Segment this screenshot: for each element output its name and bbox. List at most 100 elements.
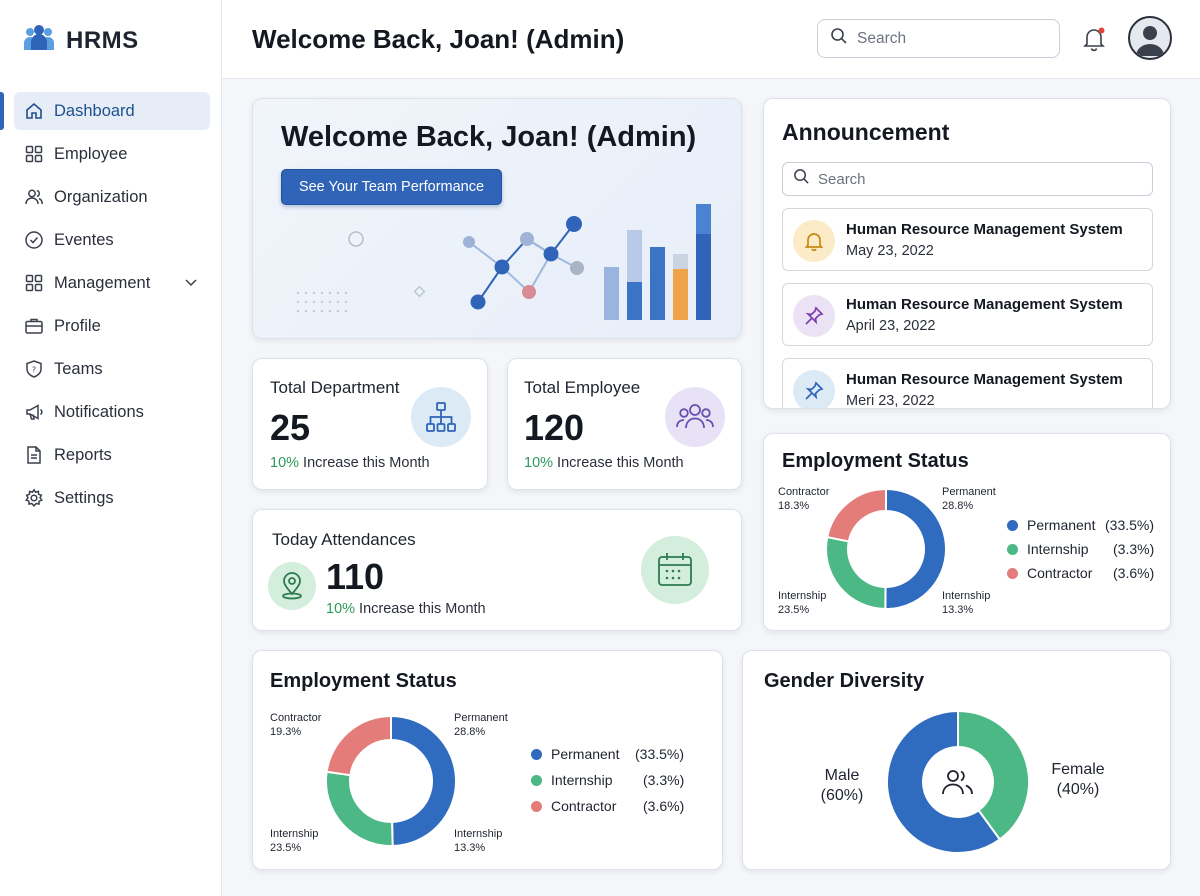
announcement-panel: Announcement Search Human Resource Manag…: [763, 98, 1171, 409]
section-title: Employment Status: [270, 670, 457, 692]
sidebar-item-settings[interactable]: Settings: [14, 479, 210, 517]
bell-icon: [793, 220, 835, 262]
org-chart-icon: [411, 387, 471, 447]
gender-diversity-donut-chart: [886, 709, 1030, 854]
sidebar-item-employee[interactable]: Employee: [14, 135, 210, 173]
chart-label-value: 23.5%: [270, 842, 302, 854]
app-title: HRMS: [66, 26, 139, 54]
gear-icon: [24, 488, 44, 508]
sidebar-nav: Dashboard Employee Organization Eventes …: [0, 92, 222, 522]
total-department-card[interactable]: Total Department 25 10% Increase this Mo…: [252, 358, 488, 490]
sidebar-item-reports[interactable]: Reports: [14, 436, 210, 474]
stat-value: 110: [326, 556, 385, 597]
sidebar-item-eventes[interactable]: Eventes: [14, 221, 210, 259]
sidebar-item-notifications[interactable]: Notifications: [14, 393, 210, 431]
search-icon: [830, 27, 848, 50]
avatar[interactable]: [1128, 16, 1172, 60]
donut-slice-internship[interactable]: [825, 535, 887, 611]
team-performance-button[interactable]: See Your Team Performance: [281, 169, 502, 205]
legend-pct: (3.6%): [1113, 565, 1155, 581]
today-attendances-card[interactable]: Today Attendances 110 10% Increase this …: [252, 509, 742, 631]
sidebar-item-label: Teams: [54, 359, 103, 378]
donut-slice-contractor[interactable]: [826, 487, 887, 543]
donut-slice-internship[interactable]: [325, 770, 394, 847]
chart-label-value: 19.3%: [270, 726, 302, 738]
brand[interactable]: HRMS: [22, 24, 139, 57]
hero-title: Welcome Back, Joan! (Admin): [281, 121, 697, 153]
sidebar-item-label: Management: [54, 273, 151, 292]
stat-note: 10% Increase this Month: [270, 455, 430, 471]
sidebar-item-label: Profile: [54, 316, 101, 335]
stat-note-text: Increase this Month: [299, 455, 430, 471]
donut-slice-contractor[interactable]: [325, 714, 392, 777]
sidebar-item-teams[interactable]: ? Teams: [14, 350, 210, 388]
donut-slice-permanent[interactable]: [884, 487, 948, 610]
sidebar-item-management[interactable]: Management: [14, 264, 210, 302]
sidebar-item-dashboard[interactable]: Dashboard: [0, 92, 210, 130]
donut-slice-permanent[interactable]: [390, 714, 457, 848]
location-pin-icon: [268, 562, 316, 610]
sidebar-item-label: Reports: [54, 445, 112, 464]
chart-label-contractor: Contractor 18.3%: [778, 485, 829, 513]
gender-diversity-card: Gender Diversity Male (60%) Female (40%): [742, 650, 1171, 870]
legend-item-internship: Internship: [1007, 541, 1088, 557]
gender-label-female: Female (40%): [1047, 760, 1109, 800]
legend-pct: (33.5%): [1105, 517, 1155, 533]
chart-label-name: Internship: [778, 590, 827, 602]
group-icon: [665, 387, 725, 447]
legend-dot: [1007, 567, 1018, 579]
chevron-down-icon[interactable]: [184, 275, 198, 294]
announcement-date: May 23, 2022: [846, 243, 934, 259]
legend-pct: (3.6%): [643, 798, 685, 814]
donut-slice-male[interactable]: [886, 709, 1002, 854]
chart-label-name: Permanent: [942, 486, 996, 498]
stat-title: Total Employee: [524, 378, 641, 397]
check-circle-icon: [24, 230, 44, 250]
stat-title: Total Department: [270, 378, 400, 397]
announcement-date: April 23, 2022: [846, 318, 936, 334]
chart-label-value: 13.3%: [454, 842, 486, 854]
stat-value: 120: [524, 407, 585, 448]
legend-dot: [1007, 519, 1018, 531]
megaphone-icon: [24, 402, 44, 422]
gender-value: (60%): [820, 787, 864, 804]
chart-label-name: Contractor: [270, 712, 322, 724]
legend-item-permanent: Permanent: [531, 746, 619, 762]
stat-note-text: Increase this Month: [355, 601, 486, 617]
gender-label-male: Male (60%): [817, 766, 867, 806]
svg-text:?: ?: [32, 366, 36, 375]
chart-label-internship-2: Internship 13.3%: [942, 589, 990, 617]
legend-dot: [531, 774, 542, 786]
employment-status-card-top: Employment Status Contractor 18.3% Perman…: [763, 433, 1171, 631]
chart-label-value: 23.5%: [778, 604, 810, 616]
chart-label-internship-2: Internship 13.3%: [454, 827, 502, 855]
total-employee-card[interactable]: Total Employee 120 10% Increase this Mon…: [507, 358, 742, 490]
chart-label-internship: Internship 23.5%: [270, 827, 318, 855]
employment-status-donut-chart: [325, 714, 457, 848]
legend-pct: (3.3%): [643, 772, 685, 788]
chart-label-name: Contractor: [778, 486, 830, 498]
sidebar-item-label: Notifications: [54, 402, 144, 421]
announcement-item[interactable]: Human Resource Management System Meri 23…: [782, 358, 1153, 408]
notification-bell-icon[interactable]: [1082, 26, 1106, 57]
section-title: Employment Status: [782, 450, 969, 472]
sidebar-item-label: Organization: [54, 187, 148, 206]
header-search-input[interactable]: Search: [817, 19, 1060, 58]
donut-slice-female[interactable]: [957, 709, 1030, 841]
stat-note: 10% Increase this Month: [524, 455, 684, 471]
chart-label-value: 28.8%: [942, 500, 974, 512]
announcement-title: Human Resource Management System: [846, 221, 1123, 238]
legend-dot: [531, 800, 542, 812]
announcement-search-input[interactable]: Search: [782, 162, 1153, 196]
sidebar-item-organization[interactable]: Organization: [14, 178, 210, 216]
sidebar-item-profile[interactable]: Profile: [14, 307, 210, 345]
sidebar: HRMS Dashboard Employee Organization Eve…: [0, 0, 222, 896]
announcement-list: Human Resource Management System May 23,…: [764, 199, 1171, 408]
hero-illustration: [296, 204, 711, 320]
sidebar-item-label: Eventes: [54, 230, 114, 249]
announcement-item[interactable]: Human Resource Management System May 23,…: [782, 208, 1153, 271]
stat-title: Today Attendances: [272, 530, 416, 549]
chart-label-name: Internship: [942, 590, 991, 602]
announcement-item[interactable]: Human Resource Management System April 2…: [782, 283, 1153, 346]
announcement-date: Meri 23, 2022: [846, 393, 935, 408]
